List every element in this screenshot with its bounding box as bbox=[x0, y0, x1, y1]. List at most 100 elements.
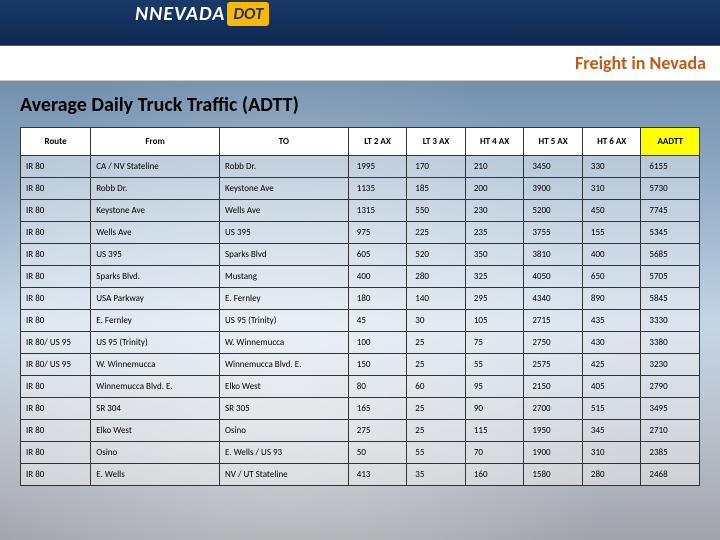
table-cell: 520 bbox=[407, 244, 466, 266]
table-cell: Robb Dr. bbox=[91, 178, 220, 200]
table-cell: 350 bbox=[465, 244, 524, 266]
table-cell: 115 bbox=[465, 420, 524, 442]
table-cell: IR 80 bbox=[21, 178, 91, 200]
col-header: TO bbox=[220, 128, 349, 156]
table-cell: Osino bbox=[91, 442, 220, 464]
table-cell: 150 bbox=[348, 354, 407, 376]
logo-brand: NNEVADA bbox=[135, 2, 225, 26]
table-cell: E. Fernley bbox=[220, 288, 349, 310]
table-row: IR 80Robb Dr.Keystone Ave113518520039003… bbox=[21, 178, 700, 200]
table-cell: 1995 bbox=[348, 156, 407, 178]
table-cell: 35 bbox=[407, 464, 466, 486]
table-cell: Winnemucca Blvd. E. bbox=[220, 354, 349, 376]
table-cell: 2468 bbox=[641, 464, 700, 486]
table-cell: 90 bbox=[465, 398, 524, 420]
table-row: IR 80Keystone AveWells Ave13155502305200… bbox=[21, 200, 700, 222]
table-cell: 155 bbox=[582, 222, 641, 244]
table-cell: 3230 bbox=[641, 354, 700, 376]
app-header: NNEVADA DOT bbox=[0, 0, 720, 46]
table-cell: 165 bbox=[348, 398, 407, 420]
table-cell: 5730 bbox=[641, 178, 700, 200]
page-title: Freight in Nevada bbox=[575, 52, 706, 74]
table-cell: E. Fernley bbox=[91, 310, 220, 332]
table-cell: 3450 bbox=[524, 156, 583, 178]
logo: NNEVADA DOT bbox=[135, 2, 269, 26]
table-cell: 45 bbox=[348, 310, 407, 332]
table-cell: 30 bbox=[407, 310, 466, 332]
table-cell: 3900 bbox=[524, 178, 583, 200]
table-cell: Winnemucca Blvd. E. bbox=[91, 376, 220, 398]
table-cell: 280 bbox=[582, 464, 641, 486]
table-cell: 650 bbox=[582, 266, 641, 288]
table-header: RouteFromTOLT 2 AXLT 3 AXHT 4 AXHT 5 AXH… bbox=[21, 128, 700, 156]
table-cell: 4050 bbox=[524, 266, 583, 288]
col-header: LT 3 AX bbox=[407, 128, 466, 156]
table-row: IR 80Sparks Blvd.Mustang4002803254050650… bbox=[21, 266, 700, 288]
col-header: From bbox=[91, 128, 220, 156]
table-cell: 400 bbox=[582, 244, 641, 266]
table-cell: IR 80 bbox=[21, 266, 91, 288]
table-cell: 6155 bbox=[641, 156, 700, 178]
table-cell: W. Winnemucca bbox=[91, 354, 220, 376]
table-cell: 890 bbox=[582, 288, 641, 310]
table-row: IR 80Elko WestOsino2752511519503452710 bbox=[21, 420, 700, 442]
table-cell: 55 bbox=[407, 442, 466, 464]
logo-suffix: DOT bbox=[227, 2, 269, 26]
table-row: IR 80SR 304SR 305165259027005153495 bbox=[21, 398, 700, 420]
table-cell: 5845 bbox=[641, 288, 700, 310]
page-title-bar: Freight in Nevada bbox=[0, 46, 720, 81]
table-cell: 1315 bbox=[348, 200, 407, 222]
table-cell: US 395 bbox=[220, 222, 349, 244]
table-row: IR 80E. FernleyUS 95 (Trinity)4530105271… bbox=[21, 310, 700, 332]
table-cell: 413 bbox=[348, 464, 407, 486]
col-header: HT 6 AX bbox=[582, 128, 641, 156]
table-cell: 210 bbox=[465, 156, 524, 178]
table-cell: E. Wells bbox=[91, 464, 220, 486]
table-cell: 70 bbox=[465, 442, 524, 464]
table-cell: 3330 bbox=[641, 310, 700, 332]
table-cell: 75 bbox=[465, 332, 524, 354]
table-cell: 185 bbox=[407, 178, 466, 200]
table-cell: 25 bbox=[407, 332, 466, 354]
table-cell: 235 bbox=[465, 222, 524, 244]
table-cell: IR 80 bbox=[21, 310, 91, 332]
table-cell: 310 bbox=[582, 442, 641, 464]
table-row: IR 80/ US 95W. WinnemuccaWinnemucca Blvd… bbox=[21, 354, 700, 376]
table-cell: 100 bbox=[348, 332, 407, 354]
table-cell: 3380 bbox=[641, 332, 700, 354]
table-cell: US 395 bbox=[91, 244, 220, 266]
table-cell: 1580 bbox=[524, 464, 583, 486]
table-cell: 25 bbox=[407, 398, 466, 420]
table-cell: 3810 bbox=[524, 244, 583, 266]
table-cell: Keystone Ave bbox=[220, 178, 349, 200]
table-cell: USA Parkway bbox=[91, 288, 220, 310]
adtt-table: RouteFromTOLT 2 AXLT 3 AXHT 4 AXHT 5 AXH… bbox=[20, 127, 700, 486]
col-header: Route bbox=[21, 128, 91, 156]
table-cell: 160 bbox=[465, 464, 524, 486]
table-cell: 4340 bbox=[524, 288, 583, 310]
table-cell: 1900 bbox=[524, 442, 583, 464]
table-cell: 330 bbox=[582, 156, 641, 178]
table-cell: IR 80 bbox=[21, 376, 91, 398]
table-cell: 275 bbox=[348, 420, 407, 442]
table-cell: 2575 bbox=[524, 354, 583, 376]
table-row: IR 80CA / NV StatelineRobb Dr.1995170210… bbox=[21, 156, 700, 178]
table-cell: IR 80 bbox=[21, 156, 91, 178]
table-cell: 3495 bbox=[641, 398, 700, 420]
table-cell: 170 bbox=[407, 156, 466, 178]
table-cell: 5685 bbox=[641, 244, 700, 266]
table-cell: 25 bbox=[407, 354, 466, 376]
table-cell: 280 bbox=[407, 266, 466, 288]
table-cell: IR 80 bbox=[21, 222, 91, 244]
table-row: IR 80US 395Sparks Blvd605520350381040056… bbox=[21, 244, 700, 266]
table-cell: 95 bbox=[465, 376, 524, 398]
table-cell: 975 bbox=[348, 222, 407, 244]
table-cell: 50 bbox=[348, 442, 407, 464]
table-cell: IR 80/ US 95 bbox=[21, 332, 91, 354]
table-cell: 5200 bbox=[524, 200, 583, 222]
table-cell: NV / UT Stateline bbox=[220, 464, 349, 486]
table-cell: US 95 (Trinity) bbox=[220, 310, 349, 332]
table-cell: 345 bbox=[582, 420, 641, 442]
table-cell: 200 bbox=[465, 178, 524, 200]
table-row: IR 80OsinoE. Wells / US 9350557019003102… bbox=[21, 442, 700, 464]
